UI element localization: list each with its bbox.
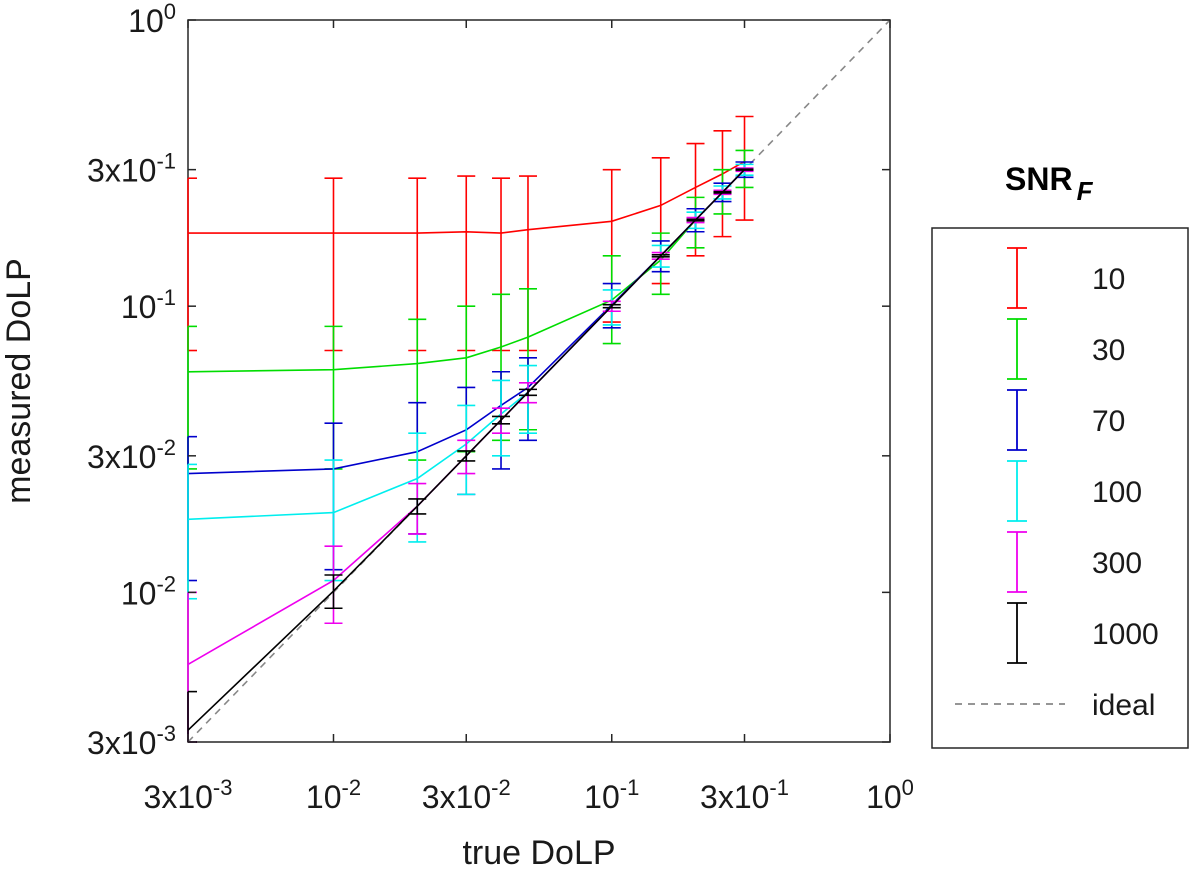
x-axis-label: true DoLP <box>462 834 615 871</box>
error-bar <box>651 253 670 258</box>
error-bar <box>187 690 197 743</box>
y-ticks: 3x10-3 10-2 3x10-2 10-1 3x10-1 100 <box>87 0 890 761</box>
series-30 <box>187 149 754 470</box>
x-tick-label: 10-2 <box>306 775 361 815</box>
error-bar <box>408 498 427 515</box>
x-ticks: 3x10-3 10-2 3x10-2 10-1 3x10-1 100 <box>144 20 914 815</box>
legend-item-30: 30 <box>1007 318 1125 380</box>
y-axis-label: measured DoLP <box>0 258 38 504</box>
plot-area: 3x10-3 10-2 3x10-2 10-1 3x10-1 100 3x10-3 10-2… <box>87 0 914 815</box>
y-tick-label: 100 <box>128 0 176 39</box>
legend-item-100: 100 <box>1007 460 1142 522</box>
legend-label: 10 <box>1092 263 1125 296</box>
x-tick-label: 3x10-3 <box>144 775 233 815</box>
legend-item-300: 300 <box>1007 531 1142 593</box>
error-bar <box>187 591 197 743</box>
error-bar <box>187 325 197 470</box>
series-100 <box>187 163 754 600</box>
legend-label: 300 <box>1092 547 1142 580</box>
y-tick-label: 3x10-3 <box>87 721 176 761</box>
error-bar <box>518 388 537 397</box>
legend: SNR F 10 30 70 100 300 1000 ideal <box>931 161 1189 749</box>
y-tick-label: 10-2 <box>121 571 176 611</box>
legend-label: 30 <box>1092 334 1125 367</box>
legend-item-10: 10 <box>1007 247 1125 309</box>
legend-box <box>931 227 1189 749</box>
legend-items: 10 30 70 100 300 1000 ideal <box>955 247 1159 722</box>
legend-item-ideal: ideal <box>955 689 1155 722</box>
error-bar <box>602 303 621 309</box>
error-bar <box>187 177 197 352</box>
error-bar <box>492 415 511 425</box>
legend-item-70: 70 <box>1007 389 1125 451</box>
legend-title: SNR F <box>1005 161 1094 206</box>
x-tick-label: 10-1 <box>584 775 639 815</box>
error-bar <box>686 218 705 222</box>
x-tick-label: 3x10-2 <box>422 775 511 815</box>
error-bar <box>457 450 476 462</box>
error-bar <box>324 574 343 610</box>
y-tick-label: 3x10-2 <box>87 435 176 475</box>
error-bar <box>735 168 754 171</box>
error-bar <box>187 435 197 582</box>
legend-item-1000: 1000 <box>1007 602 1159 664</box>
y-tick-label: 10-1 <box>121 285 176 325</box>
x-tick-label: 100 <box>866 775 914 815</box>
legend-label: 100 <box>1092 476 1142 509</box>
x-tick-label: 3x10-1 <box>700 775 789 815</box>
series-1000 <box>187 168 754 743</box>
legend-label: 70 <box>1092 405 1125 438</box>
legend-label: 1000 <box>1092 618 1159 651</box>
error-bar <box>324 177 343 352</box>
data-layer <box>187 19 891 743</box>
y-tick-label: 3x10-1 <box>87 149 176 189</box>
error-bar <box>187 463 197 600</box>
error-bar <box>713 190 732 194</box>
legend-label: ideal <box>1092 689 1155 722</box>
